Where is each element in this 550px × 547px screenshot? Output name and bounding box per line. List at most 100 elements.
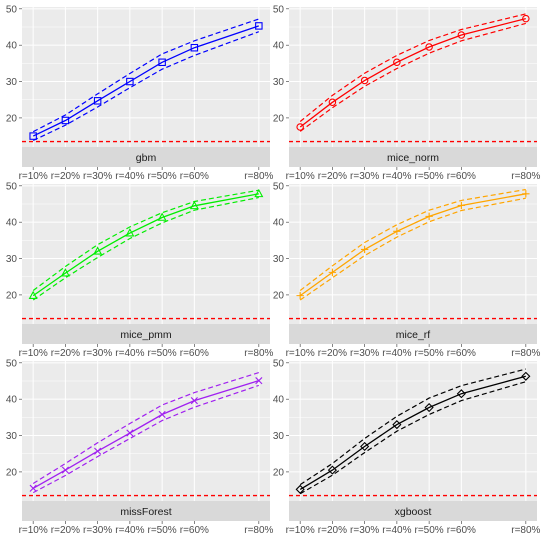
x-tick-label: r=50% (148, 171, 177, 182)
x-tick-label: r=60% (447, 171, 476, 182)
x-tick-label: r=30% (350, 348, 379, 359)
strip-label: mice_norm (387, 152, 439, 164)
x-tick-label: r=50% (415, 525, 444, 536)
data-point (94, 447, 102, 455)
x-tick-label: r=40% (115, 525, 144, 536)
x-tick-label: r=60% (180, 171, 209, 182)
mean-line (32, 25, 260, 137)
lower-bound-line (32, 196, 259, 301)
upper-bound-line (299, 188, 526, 291)
data-point (126, 429, 134, 437)
y-tick-label: 20 (6, 113, 18, 124)
x-tick-label: r=20% (51, 348, 80, 359)
y-tick-label: 50 (273, 181, 285, 192)
data-point (157, 212, 167, 221)
data-point (60, 268, 70, 277)
y-tick-label: 50 (273, 4, 285, 15)
strip-background (289, 324, 537, 344)
facet-mice-pmm: mice_pmm 20 30 40 50 r=10% r=20% r=30% r=40% r=50… (6, 181, 274, 359)
x-tick-label: r=30% (83, 525, 112, 536)
y-tick-label: 20 (6, 467, 18, 478)
x-tick-label: r=80% (511, 525, 540, 536)
x-tick-label: r=10% (19, 171, 48, 182)
facet-gbm: gbm 20 30 40 50 r=10% r=20% r=30% r=40% r=50% r=60… (6, 4, 274, 182)
data-point (522, 14, 530, 23)
y-tick-label: 30 (6, 77, 18, 88)
data-point (189, 200, 199, 210)
x-tick-label: r=10% (286, 525, 315, 536)
x-tick-label: r=80% (244, 525, 273, 536)
panel-background (22, 184, 270, 324)
x-tick-label: r=40% (115, 171, 144, 182)
data-point (296, 291, 304, 300)
facet-mice-norm: mice_norm 20 30 40 50 r=10% r=20% r=30% r=40% r=5… (273, 4, 541, 182)
facet-mice-rf: mice_rf 20 30 40 50 r=10% r=20% r=30% r=40% r=50%… (273, 181, 541, 359)
data-point (327, 465, 337, 475)
facet-xgboost: xgboost 20 30 40 50 r=10% r=20% r=30% r=40% r=50%… (273, 358, 541, 536)
strip-background (22, 324, 270, 344)
y-tick-label: 50 (6, 4, 18, 15)
lower-bound-line (32, 31, 260, 142)
y-tick-label: 20 (273, 290, 285, 301)
strip-label: xgboost (395, 506, 432, 518)
data-point (126, 77, 134, 86)
y-tick-label: 40 (273, 218, 285, 229)
data-point (29, 132, 37, 140)
data-point (328, 268, 337, 277)
x-tick-label: r=80% (244, 348, 273, 359)
data-point (295, 484, 305, 494)
data-point (456, 389, 466, 399)
x-tick-label: r=20% (318, 525, 347, 536)
y-tick-label: 40 (273, 395, 285, 406)
y-tick-label: 20 (273, 467, 285, 478)
data-point (360, 245, 369, 254)
data-point (29, 484, 37, 492)
strip-label: mice_pmm (120, 329, 172, 341)
x-tick-label: r=20% (318, 348, 347, 359)
y-tick-label: 50 (6, 181, 18, 192)
x-tick-label: r=40% (382, 525, 411, 536)
lower-bound-line (32, 384, 259, 494)
data-point (190, 397, 198, 405)
lower-bound-line (299, 22, 526, 132)
data-point (61, 116, 70, 125)
data-point (393, 58, 401, 67)
upper-bound-line (299, 13, 526, 122)
x-tick-label: r=60% (180, 525, 209, 536)
data-point (254, 188, 264, 198)
strip-background (22, 147, 270, 167)
data-point (255, 22, 263, 30)
panel-background (289, 361, 537, 501)
strip-background (289, 501, 537, 521)
x-tick-label: r=10% (286, 171, 315, 182)
y-tick-label: 30 (6, 254, 18, 265)
y-tick-label: 50 (6, 358, 18, 369)
x-tick-label: r=50% (415, 348, 444, 359)
y-tick-label: 20 (273, 113, 285, 124)
data-point (158, 58, 166, 67)
data-point (28, 290, 38, 299)
data-point (125, 228, 135, 237)
y-tick-label: 50 (273, 358, 285, 369)
x-tick-label: r=80% (244, 171, 273, 182)
x-tick-label: r=20% (51, 525, 80, 536)
strip-background (289, 147, 537, 167)
data-point (61, 466, 69, 474)
y-tick-label: 30 (6, 431, 18, 442)
y-tick-label: 40 (273, 41, 285, 52)
x-tick-label: r=50% (148, 525, 177, 536)
x-tick-label: r=60% (447, 525, 476, 536)
lower-bound-line (299, 381, 526, 495)
strip-label: gbm (136, 152, 157, 164)
mean-line (299, 375, 526, 490)
data-point (190, 43, 199, 52)
data-point (521, 371, 531, 381)
upper-bound-line (32, 18, 259, 133)
data-point (255, 377, 263, 385)
x-tick-label: r=80% (511, 348, 540, 359)
x-tick-label: r=40% (382, 171, 411, 182)
strip-label: missForest (120, 506, 171, 518)
upper-bound-line (32, 372, 259, 485)
